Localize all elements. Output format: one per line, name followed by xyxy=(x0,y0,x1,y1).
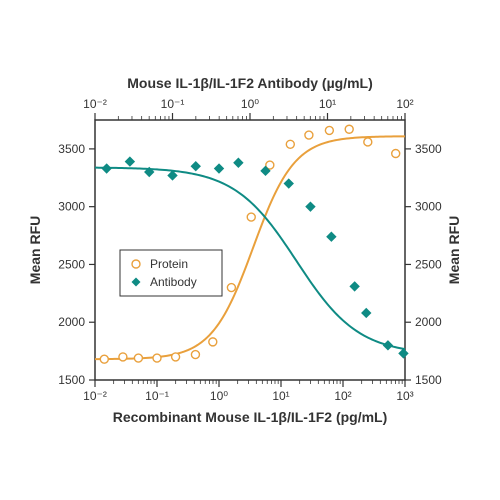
protein-point xyxy=(345,125,353,133)
protein-point xyxy=(305,131,313,139)
svg-text:10⁰: 10⁰ xyxy=(241,97,259,111)
antibody-point xyxy=(191,162,200,171)
svg-text:3000: 3000 xyxy=(58,200,85,214)
antibody-point xyxy=(215,164,224,173)
svg-text:10²: 10² xyxy=(396,97,413,111)
svg-text:10⁰: 10⁰ xyxy=(210,389,228,403)
svg-text:10²: 10² xyxy=(334,389,351,403)
protein-curve xyxy=(95,136,405,359)
right-axis-title: Mean RFU xyxy=(446,216,462,284)
antibody-point xyxy=(399,349,408,358)
antibody-point xyxy=(327,232,336,241)
protein-point xyxy=(364,138,372,146)
protein-point xyxy=(119,353,127,361)
chart-svg: 1500 1500 2000 2000 2500 2500 3000 3000 3500 3500… xyxy=(0,0,500,500)
legend-protein-label: Protein xyxy=(150,257,188,271)
antibody-point xyxy=(350,282,359,291)
protein-point xyxy=(134,354,142,362)
antibody-point xyxy=(102,164,111,173)
chart-container: 1500 1500 2000 2000 2500 2500 3000 3000 3500 3500… xyxy=(0,0,500,500)
svg-text:10⁻¹: 10⁻¹ xyxy=(145,389,169,403)
antibody-point xyxy=(306,202,315,211)
svg-text:10¹: 10¹ xyxy=(319,97,336,111)
protein-point xyxy=(153,354,161,362)
svg-text:10¹: 10¹ xyxy=(272,389,289,403)
antibody-point xyxy=(234,158,243,167)
svg-text:10⁻¹: 10⁻¹ xyxy=(161,97,185,111)
left-axis-title: Mean RFU xyxy=(27,216,43,284)
legend-antibody-label: Antibody xyxy=(150,275,197,289)
legend-protein-marker xyxy=(132,260,140,268)
svg-text:10⁻²: 10⁻² xyxy=(83,389,107,403)
svg-text:2000: 2000 xyxy=(58,315,85,329)
svg-text:2000: 2000 xyxy=(415,315,442,329)
protein-point xyxy=(227,284,235,292)
protein-point xyxy=(100,355,108,363)
svg-text:2500: 2500 xyxy=(58,257,85,271)
antibody-point xyxy=(383,341,392,350)
svg-text:2500: 2500 xyxy=(415,257,442,271)
protein-point xyxy=(325,126,333,134)
protein-point xyxy=(172,353,180,361)
svg-text:10⁻²: 10⁻² xyxy=(83,97,107,111)
antibody-point xyxy=(362,308,371,317)
svg-text:3500: 3500 xyxy=(58,142,85,156)
svg-text:10³: 10³ xyxy=(396,389,413,403)
protein-point xyxy=(392,150,400,158)
svg-text:1500: 1500 xyxy=(415,373,442,387)
protein-point xyxy=(286,140,294,148)
bottom-axis-title: Recombinant Mouse IL-1β/IL-1F2 (pg/mL) xyxy=(113,409,388,425)
antibody-point xyxy=(284,179,293,188)
antibody-point xyxy=(125,157,134,166)
protein-point xyxy=(247,213,255,221)
antibody-point xyxy=(168,171,177,180)
svg-text:3000: 3000 xyxy=(415,200,442,214)
protein-point xyxy=(191,351,199,359)
svg-text:1500: 1500 xyxy=(58,373,85,387)
top-axis-title: Mouse IL-1β/IL-1F2 Antibody (µg/mL) xyxy=(127,75,373,91)
svg-text:3500: 3500 xyxy=(415,142,442,156)
protein-point xyxy=(209,338,217,346)
